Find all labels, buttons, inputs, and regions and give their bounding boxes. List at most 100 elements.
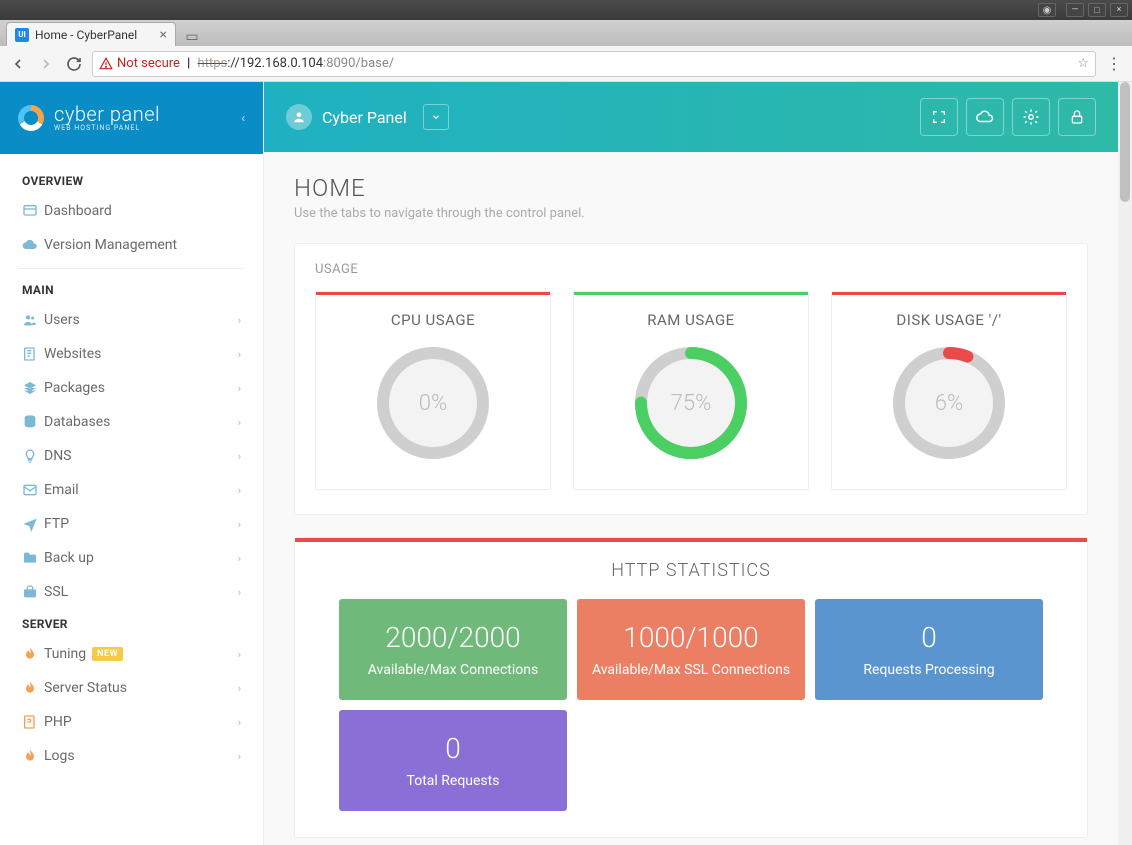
favicon-icon: UI	[15, 28, 29, 42]
flame-icon	[22, 748, 44, 764]
http-panel-title: HTTP STATISTICS	[339, 560, 1043, 581]
fullscreen-button[interactable]	[920, 98, 958, 136]
nav-label: Users	[44, 312, 80, 328]
database-icon	[22, 414, 44, 430]
logo-icon	[18, 105, 44, 131]
new-tab-button[interactable]: ▭	[182, 28, 202, 46]
not-secure-label: Not secure	[117, 56, 180, 71]
username: Cyber Panel	[322, 108, 407, 127]
chevron-right-icon: ›	[238, 750, 241, 763]
user-dropdown-button[interactable]	[423, 104, 449, 130]
forward-button	[36, 54, 56, 74]
sidebar-item-websites[interactable]: Websites ›	[0, 337, 263, 371]
new-badge: NEW	[92, 647, 123, 661]
cloud-button[interactable]	[966, 98, 1004, 136]
sidebar-item-logs[interactable]: Logs ›	[0, 739, 263, 773]
security-warning: Not secure	[99, 56, 180, 71]
browser-menu-button[interactable]: ⋮	[1104, 54, 1124, 73]
app-root: cyber panel WEB HOSTING PANEL ‹ OVERVIEW…	[0, 82, 1132, 845]
flame-icon	[22, 646, 44, 662]
sidebar-item-tuning[interactable]: Tuning NEW ›	[0, 637, 263, 671]
stat-value: 2000/2000	[349, 621, 557, 654]
bulb-icon	[22, 448, 44, 464]
stat-value: 0	[825, 621, 1033, 654]
usage-card: RAM USAGE75%	[573, 291, 809, 490]
tab-close-icon[interactable]: ×	[160, 27, 167, 43]
address-bar[interactable]: Not secure | https://192.168.0.104:8090/…	[92, 51, 1096, 77]
browser-toolbar: Not secure | https://192.168.0.104:8090/…	[0, 46, 1132, 82]
nav-label: Server Status	[44, 680, 127, 696]
topbar-user[interactable]: Cyber Panel	[286, 104, 449, 130]
http-stat-tile: 2000/2000 Available/Max Connections	[339, 599, 567, 700]
donut-chart: 0%	[373, 343, 493, 463]
stat-label: Available/Max Connections	[349, 662, 557, 678]
sidebar-item-serverstatus[interactable]: Server Status ›	[0, 671, 263, 705]
section-overview: OVERVIEW	[0, 166, 263, 194]
sidebar-collapse-button[interactable]: ‹	[241, 111, 245, 125]
users-icon	[22, 312, 44, 328]
flame-icon	[22, 680, 44, 696]
sidebar-item-dashboard[interactable]: Dashboard	[0, 194, 263, 228]
stat-label: Requests Processing	[825, 662, 1033, 678]
sidebar-item-users[interactable]: Users ›	[0, 303, 263, 337]
browser-tab[interactable]: UI Home - CyberPanel ×	[6, 22, 176, 46]
sidebar-item-version[interactable]: Version Management	[0, 228, 263, 262]
folder-icon	[22, 550, 44, 566]
section-main: MAIN	[0, 275, 263, 303]
chevron-right-icon: ›	[238, 314, 241, 327]
chevron-right-icon: ›	[238, 682, 241, 695]
back-button[interactable]	[8, 54, 28, 74]
card-accent-bar	[316, 292, 550, 295]
logo-area: cyber panel WEB HOSTING PANEL ‹	[0, 82, 263, 154]
chevron-right-icon: ›	[238, 484, 241, 497]
card-accent-bar	[832, 292, 1066, 295]
http-stat-tile: 0Total Requests	[339, 710, 567, 811]
http-stat-tile: 0 Requests Processing	[815, 599, 1043, 700]
php-icon	[22, 714, 44, 730]
sidebar-item-backup[interactable]: Back up ›	[0, 541, 263, 575]
url-text: https://192.168.0.104:8090/base/	[198, 56, 395, 71]
usage-cards-row: CPU USAGE0%RAM USAGE75%DISK USAGE '/'6%	[315, 291, 1067, 490]
nav-label: Back up	[44, 550, 94, 566]
sidebar-item-email[interactable]: Email ›	[0, 473, 263, 507]
chevron-right-icon: ›	[238, 382, 241, 395]
sidebar-nav: OVERVIEW Dashboard Version Management MA…	[0, 154, 263, 845]
lock-button[interactable]	[1058, 98, 1096, 136]
nav-label: Version Management	[44, 237, 177, 253]
sidebar-item-ftp[interactable]: FTP ›	[0, 507, 263, 541]
bookmark-star-icon[interactable]: ☆	[1077, 56, 1089, 71]
sidebar-item-dns[interactable]: DNS ›	[0, 439, 263, 473]
usage-panel-title: USAGE	[315, 262, 1067, 277]
nav-label: Tuning	[44, 646, 86, 662]
window-maximize-button[interactable]: □	[1088, 3, 1106, 17]
os-user-icon[interactable]: ◉	[1038, 3, 1056, 17]
stat-label: Available/Max SSL Connections	[587, 662, 795, 678]
scrollbar[interactable]	[1118, 82, 1132, 845]
nav-divider	[18, 268, 245, 269]
nav-label: DNS	[44, 448, 72, 464]
usage-card-title: RAM USAGE	[584, 311, 798, 329]
sidebar-item-databases[interactable]: Databases ›	[0, 405, 263, 439]
dashboard-icon	[22, 203, 44, 219]
nav-label: SSL	[44, 584, 68, 600]
websites-icon	[22, 346, 44, 362]
sidebar-item-php[interactable]: PHP ›	[0, 705, 263, 739]
briefcase-icon	[22, 584, 44, 600]
chevron-right-icon: ›	[238, 586, 241, 599]
stat-value: 0	[349, 732, 557, 765]
reload-button[interactable]	[64, 54, 84, 74]
sidebar-item-packages[interactable]: Packages ›	[0, 371, 263, 405]
window-close-button[interactable]: ×	[1110, 3, 1128, 17]
logo-brand: cyber panel	[54, 104, 160, 124]
logo-subtitle: WEB HOSTING PANEL	[54, 124, 160, 132]
sidebar-item-ssl[interactable]: SSL ›	[0, 575, 263, 609]
usage-value: 6%	[889, 343, 1009, 463]
settings-button[interactable]	[1012, 98, 1050, 136]
nav-label: PHP	[44, 714, 72, 730]
chevron-right-icon: ›	[238, 348, 241, 361]
scrollbar-thumb[interactable]	[1120, 82, 1130, 202]
window-minimize-button[interactable]: —	[1066, 3, 1084, 17]
usage-card: CPU USAGE0%	[315, 291, 551, 490]
card-accent-bar	[574, 292, 808, 295]
usage-value: 0%	[373, 343, 493, 463]
